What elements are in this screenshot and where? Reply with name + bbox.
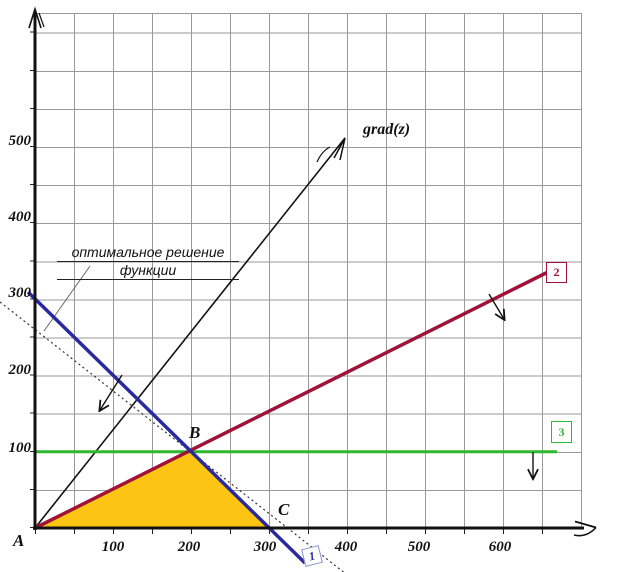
- direction-arrow-line2-icon: [488, 293, 504, 319]
- annotation-line-2: функции: [57, 262, 239, 280]
- gradient-arrowhead-icon: [333, 137, 346, 161]
- line2-tag-box: 2: [546, 262, 567, 283]
- y-tick-label-500: 500: [8, 133, 32, 149]
- x-axis-ticks: [35, 529, 581, 534]
- direction-arrow-objective-icon: [100, 374, 123, 410]
- x-tick-label-600: 600: [488, 539, 512, 555]
- x-tick-label-500: 500: [407, 539, 431, 555]
- gradient-vector-line: [34, 137, 346, 529]
- y-axis-ticks: [30, 13, 35, 528]
- vertex-label-a: A: [13, 531, 25, 550]
- constraint-line-2: [34, 270, 549, 530]
- annotation-line-1: оптимальное решение: [57, 244, 239, 262]
- objective-level-dotted-line: [0, 301, 345, 572]
- plot-grid: [35, 13, 582, 529]
- y-tick-label-300: 300: [8, 285, 32, 301]
- y-axis-arrowhead-icon: [28, 6, 42, 29]
- line3-tag-box: 3: [551, 421, 572, 443]
- vertex-label-c: C: [278, 500, 290, 519]
- x-tick-label-200: 200: [177, 539, 201, 555]
- y-tick-label-200: 200: [8, 362, 32, 378]
- optimal-solution-annotation: оптимальное решение функции: [57, 244, 239, 280]
- x-tick-label-100: 100: [101, 539, 125, 555]
- x-axis-arrowhead-flourish: [573, 526, 597, 537]
- feasible-region-triangle: [35, 451, 269, 528]
- y-tick-label-400: 400: [8, 209, 32, 225]
- annotation-leader-line: [43, 265, 91, 332]
- gradient-label: grad(z): [363, 121, 411, 138]
- x-axis-arrowhead-icon: [574, 520, 597, 529]
- x-tick-label-300: 300: [253, 539, 277, 555]
- y-axis-arrowhead-flourish: [38, 12, 45, 28]
- gradient-arrowhead-flourish: [316, 146, 331, 163]
- vertex-label-b: B: [189, 423, 201, 442]
- x-tick-label-400: 400: [334, 539, 358, 555]
- constraint-line-1: [26, 290, 307, 565]
- y-tick-label-100: 100: [8, 440, 32, 456]
